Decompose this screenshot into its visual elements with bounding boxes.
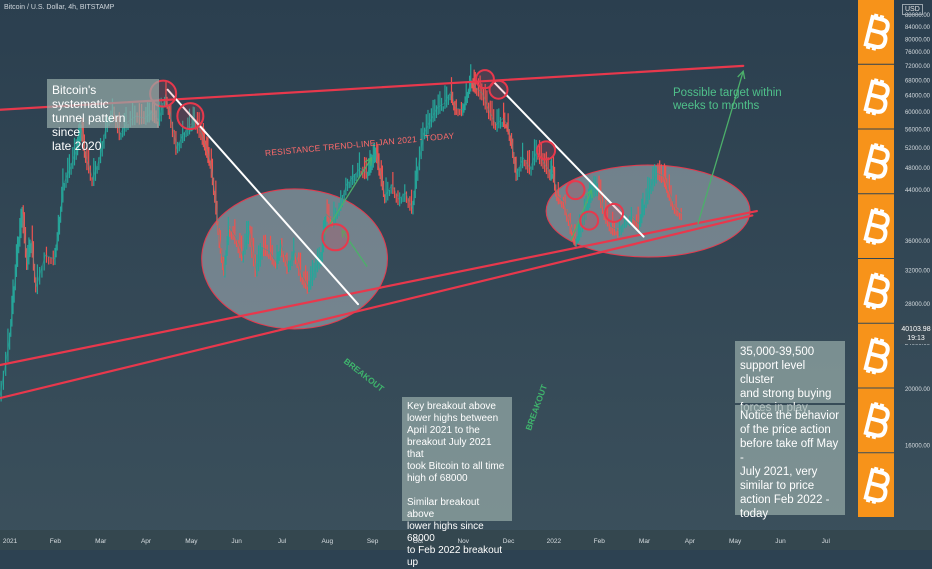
projection-arrowhead-1 [364, 156, 373, 166]
bitcoin-symbol-icon [863, 78, 890, 116]
projection-line-3 [697, 70, 744, 225]
trend-line-support_upper [0, 209, 758, 367]
y-tick-label: 36000.00 [905, 239, 931, 245]
last-price-tag: 40103.98 19:13 [900, 324, 932, 344]
x-tick-label: Jun [231, 538, 242, 545]
bitcoin-symbol-icon [863, 13, 890, 51]
bitcoin-symbol-icon [863, 337, 890, 375]
projection-lines [321, 69, 746, 267]
bitcoin-glyph [863, 272, 890, 310]
target-note: Possible target within weeks to months [673, 87, 782, 112]
support-note: 35,000-39,500 support level cluster and … [735, 341, 845, 414]
x-tick-label: Jun [775, 538, 786, 545]
highlight-circle-3 [321, 223, 350, 252]
x-tick-label: Dec [503, 538, 515, 545]
bitcoin-glyph [863, 13, 890, 51]
x-tick-label: Feb [594, 538, 606, 545]
bitcoin-symbol-icon [863, 142, 890, 181]
y-tick-label: 80000.00 [905, 37, 931, 43]
highlight-circle-8 [579, 210, 600, 231]
x-tick-label: Sep [367, 538, 379, 545]
x-tick-label: Jul [278, 538, 287, 545]
breakout-arrow-2021 [341, 230, 368, 267]
highlight-circle-4 [474, 69, 495, 90]
x-axis[interactable]: 2021 Feb Mar Apr May Jun Jul Aug Sep Oct Nov Dec 202… [0, 530, 932, 550]
bitcoin-glyph [863, 337, 890, 375]
y-tick-label: 32000.00 [905, 268, 931, 274]
x-tick-label: Mar [95, 538, 107, 545]
y-tick-label: 20000.00 [905, 387, 931, 393]
y-tick-label: 52000.00 [905, 146, 931, 152]
x-tick-label: 2021 [3, 538, 18, 545]
y-tick-label: 72000.00 [905, 64, 931, 70]
x-tick-label: Nov [457, 538, 469, 545]
bitcoin-symbol-icon [863, 207, 890, 246]
y-tick-label: 56000.00 [905, 127, 931, 133]
highlight-circle-2 [176, 102, 205, 131]
bitcoin-logo-strip [858, 0, 894, 517]
y-axis[interactable]: 88000.00 84000.00 80000.00 76000.00 72000.00… [905, 13, 931, 449]
y-tick-label: 24000.00 [905, 341, 931, 347]
x-tick-label: Aug [322, 538, 334, 545]
y-tick-label: 68000.00 [905, 78, 931, 84]
consolidation-ellipse-1 [201, 188, 388, 330]
y-tick-label: 28000.00 [905, 302, 931, 308]
y-tick-label: 64000.00 [905, 94, 931, 100]
y-tick-label: 84000.00 [905, 25, 931, 31]
x-tick-label: 2022 [547, 538, 562, 545]
projection-arrowhead-3 [737, 69, 746, 80]
bitcoin-glyph [863, 466, 890, 505]
highlight-circle-9 [604, 202, 625, 223]
projection-arrowhead-2 [584, 188, 593, 199]
last-price-time: 19:13 [907, 335, 925, 342]
bitcoin-glyph [863, 78, 890, 116]
tunnel-note: Bitcoin's systematic tunnel pattern sinc… [47, 79, 159, 153]
highlight-circle-7 [565, 180, 586, 201]
bitcoin-glyph [863, 401, 890, 440]
trend-line-descending_2022 [492, 81, 645, 238]
x-tick-label: Feb [50, 538, 62, 545]
bitcoin-symbol-icon [863, 272, 890, 310]
x-axis-band [0, 530, 932, 550]
behavior-note: Notice the behavior of the price action … [735, 405, 845, 520]
bitcoin-symbol-icon [863, 401, 890, 440]
currency-badge[interactable]: USD [902, 4, 923, 15]
y-tick-label: 76000.00 [905, 50, 931, 56]
symbol-title[interactable]: Bitcoin / U.S. Dollar, 4h, BITSTAMP [4, 4, 115, 11]
bitcoin-glyph [863, 142, 890, 181]
x-tick-label: Apr [685, 538, 696, 545]
y-tick-label: 48000.00 [905, 166, 931, 172]
x-tick-label: May [185, 538, 198, 545]
y-tick-label: 44000.00 [905, 188, 931, 194]
x-tick-label: Oct [413, 538, 423, 545]
highlight-circle-6 [536, 140, 557, 161]
projection-line-1 [321, 157, 373, 238]
trend-line-support_lower [0, 214, 754, 400]
x-tick-label: Jul [822, 538, 831, 545]
y-tick-label: 16000.00 [905, 443, 931, 449]
last-price-value: 40103.98 [901, 326, 931, 333]
bitcoin-glyph [863, 207, 890, 246]
key-breakout-note: Key breakout above lower highs between A… [402, 397, 512, 568]
x-tick-label: Mar [639, 538, 651, 545]
x-tick-label: May [729, 538, 742, 545]
highlight-circle-5 [488, 79, 509, 100]
y-tick-label: 88000.00 [905, 13, 931, 19]
x-tick-label: Apr [141, 538, 152, 545]
bitcoin-symbol-icon [863, 466, 890, 505]
y-tick-label: 60000.00 [905, 110, 931, 116]
